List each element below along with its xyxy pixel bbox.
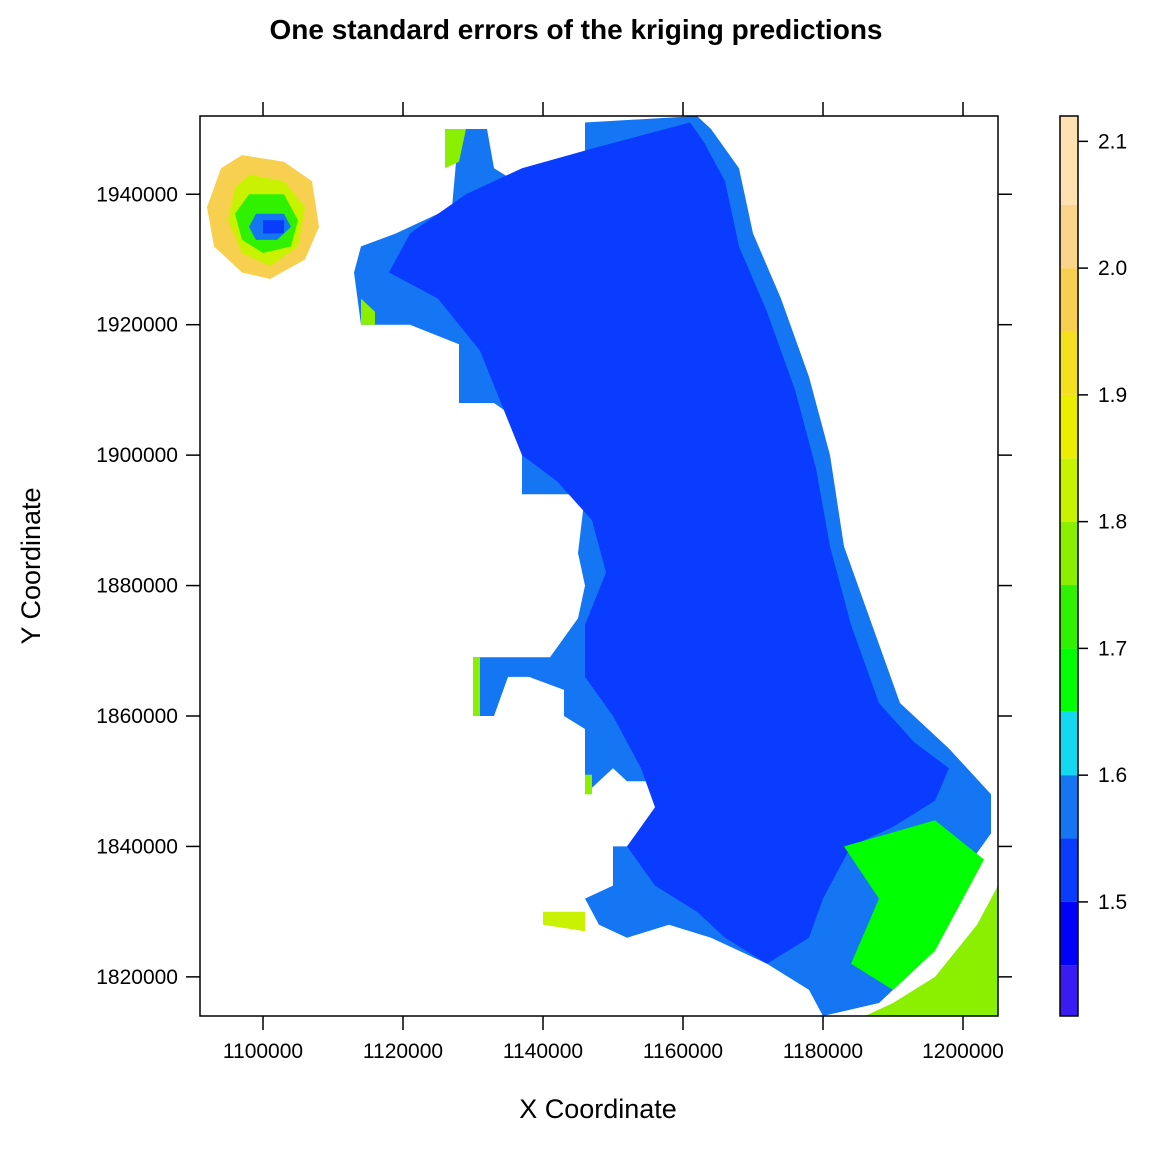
color-key-tick-label: 2.1 <box>1098 130 1127 153</box>
error-region-6 <box>473 657 480 716</box>
color-key-band <box>1060 458 1078 522</box>
error-region-8 <box>543 911 585 932</box>
color-key-tick-label: 1.6 <box>1098 764 1127 787</box>
color-key-band <box>1060 901 1078 966</box>
x-tick-label: 1100000 <box>223 1040 303 1063</box>
color-key-band <box>1060 585 1078 649</box>
y-tick-label: 1940000 <box>96 183 178 206</box>
color-key: 1.5 1.6 1.7 1.8 1.9 2.0 2.1 <box>1059 115 1127 1017</box>
y-axis-label: Y Coordinate <box>16 487 46 644</box>
x-tick-label: 1160000 <box>643 1040 723 1063</box>
color-key-band <box>1060 394 1078 459</box>
color-key-band <box>1060 775 1078 839</box>
color-key-band <box>1060 648 1078 712</box>
y-tick-label: 1840000 <box>96 835 178 858</box>
color-key-tick-label: 1.9 <box>1098 384 1127 407</box>
x-tick-label: 1180000 <box>783 1040 863 1063</box>
error-region-13 <box>263 220 284 234</box>
x-tick-label: 1120000 <box>363 1040 443 1063</box>
error-region-1 <box>389 122 949 964</box>
x-tick-label: 1140000 <box>503 1040 583 1063</box>
color-key-tick-label: 1.8 <box>1098 511 1127 534</box>
error-region-5 <box>361 298 375 325</box>
color-key-band <box>1060 521 1078 586</box>
color-key-band <box>1060 116 1078 205</box>
color-key-band <box>1060 204 1078 269</box>
color-key-tick-label: 2.0 <box>1098 257 1127 280</box>
error-region-4 <box>445 129 466 169</box>
error-surface <box>207 116 998 1016</box>
color-key-tick-label: 1.5 <box>1098 891 1127 914</box>
error-region-7 <box>585 774 592 795</box>
chart-title: One standard errors of the kriging predi… <box>270 14 883 45</box>
color-key-band <box>1060 838 1078 902</box>
y-tick-label: 1820000 <box>96 966 178 989</box>
y-tick-label: 1900000 <box>96 444 178 467</box>
y-tick-label: 1880000 <box>96 575 178 598</box>
color-key-band <box>1060 965 1078 1016</box>
color-key-band <box>1060 711 1078 776</box>
y-tick-label: 1860000 <box>96 705 178 728</box>
x-axis: 1100000 1120000 1140000 1160000 1180000 12000… <box>223 102 1004 1063</box>
color-key-band <box>1060 268 1078 332</box>
error-region-2 <box>844 820 984 990</box>
x-tick-label: 1200000 <box>922 1040 1004 1063</box>
color-key-tick-label: 1.7 <box>1098 637 1127 660</box>
color-key-frame <box>1059 115 1079 1017</box>
color-key-band <box>1060 331 1078 395</box>
plot-frame <box>199 115 999 1017</box>
y-tick-label: 1920000 <box>96 314 178 337</box>
y-axis: 1820000 1840000 1860000 1880000 1900000 19200… <box>96 183 1012 989</box>
x-axis-label: X Coordinate <box>519 1094 677 1124</box>
error-region-3 <box>865 885 998 1016</box>
